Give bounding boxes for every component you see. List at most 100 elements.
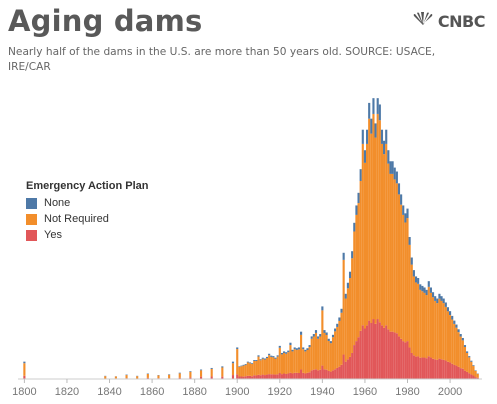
x-tick-label-1940: 1940 [310, 386, 334, 398]
bar-not-required-2012 [474, 370, 477, 378]
bar-none-1935 [310, 336, 313, 339]
bar-not-required-1888 [210, 368, 213, 377]
bar-none-2009 [468, 356, 471, 358]
bar-none-1950 [342, 252, 345, 260]
bar-yes-1927 [293, 372, 296, 379]
bar-not-required-1984 [414, 282, 418, 357]
bar-not-required-1989 [425, 295, 428, 359]
bar-yes-1920 [278, 373, 281, 379]
bar-yes-1912 [261, 374, 264, 379]
bar-yes-2013 [476, 377, 479, 379]
bar-yes-2009 [468, 373, 471, 379]
legend-swatch-yes [26, 229, 37, 241]
bar-none-1888 [210, 367, 213, 369]
bar-not-required-1919 [276, 356, 279, 375]
bar-none-1921 [280, 352, 283, 355]
bar-not-required-1883 [199, 370, 203, 377]
x-tick-label-1840: 1840 [97, 386, 121, 398]
bar-none-1904 [244, 364, 247, 365]
bar-not-required-1954 [351, 258, 354, 353]
bar-none-1994 [436, 298, 439, 304]
bar-yes-1933 [306, 372, 309, 379]
bar-yes-1928 [295, 372, 298, 379]
bar-not-required-2002 [453, 323, 456, 365]
bar-none-1903 [242, 364, 245, 366]
bar-not-required-1995 [438, 298, 441, 359]
bar-none-1936 [312, 334, 315, 337]
bar-none-1931 [302, 347, 305, 350]
x-tick-label-1900: 1900 [225, 386, 249, 398]
bar-not-required-1956 [355, 214, 358, 342]
bar-none-2010 [470, 360, 473, 362]
bar-yes-1925 [289, 372, 292, 379]
bar-none-1873 [178, 372, 181, 374]
bar-yes-1959 [361, 325, 364, 379]
bar-yes-1800 [23, 375, 26, 379]
bar-not-required-1893 [221, 367, 224, 377]
bar-yes-1958 [359, 330, 362, 379]
bar-none-1985 [417, 278, 420, 284]
bar-yes-1947 [336, 367, 339, 379]
bar-none-1928 [295, 348, 298, 350]
bar-not-required-1909 [255, 361, 258, 376]
bar-yes-1901 [238, 376, 241, 379]
bar-not-required-1998 [444, 306, 447, 361]
bar-not-required-1980 [406, 218, 409, 342]
bar-yes-1988 [423, 357, 426, 379]
bar-none-1902 [240, 365, 243, 367]
bar-not-required-2003 [455, 327, 458, 366]
bar-none-1959 [361, 129, 364, 144]
bar-not-required-1930 [300, 334, 303, 370]
bar-none-1971 [387, 150, 390, 164]
bar-not-required-1934 [308, 346, 311, 373]
bar-none-1944 [329, 341, 332, 344]
bar-not-required-1937 [314, 332, 318, 370]
bar-none-1976 [397, 183, 401, 195]
bar-not-required-1964 [372, 113, 375, 320]
bar-not-required-1949 [340, 312, 343, 365]
bar-none-1948 [338, 317, 341, 321]
bar-none-1964 [372, 98, 375, 114]
bar-not-required-1986 [419, 289, 422, 358]
x-tick-label-1800: 1800 [12, 386, 36, 398]
bar-not-required-1958 [359, 180, 362, 331]
bar-not-required-1873 [178, 373, 181, 378]
bar-none-1946 [334, 328, 337, 332]
bar-not-required-1926 [291, 351, 294, 374]
bar-not-required-2007 [463, 346, 467, 371]
x-tick-label-1820: 1820 [55, 386, 79, 398]
bar-none-1924 [287, 350, 290, 353]
bar-none-1989 [425, 289, 428, 296]
bar-none-1983 [412, 270, 415, 277]
bar-not-required-1942 [325, 334, 328, 370]
cnbc-logo: CNBC [412, 11, 486, 31]
peacock-icon [412, 11, 434, 31]
bar-not-required-1913 [263, 359, 266, 376]
bar-yes-1979 [404, 342, 407, 379]
bar-yes-1975 [395, 333, 398, 379]
bar-not-required-1915 [268, 355, 271, 375]
bar-none-2000 [449, 311, 452, 316]
bar-none-1958 [359, 169, 362, 181]
cnbc-logo-text: CNBC [437, 12, 486, 31]
bar-none-1942 [325, 332, 328, 335]
bar-not-required-1985 [417, 283, 420, 357]
bar-none-1961 [366, 129, 369, 144]
legend-label-yes: Yes [44, 229, 62, 241]
bar-not-required-1941 [323, 332, 326, 370]
bar-yes-1938 [317, 370, 320, 379]
bar-not-required-1990 [427, 286, 430, 357]
bar-none-1997 [442, 298, 445, 304]
bar-none-2004 [457, 329, 460, 333]
bar-yes-1964 [372, 319, 375, 379]
bar-yes-1918 [274, 374, 277, 379]
bar-yes-2001 [451, 363, 454, 379]
bar-yes-1960 [363, 328, 366, 379]
legend-swatch-not-required [26, 213, 37, 225]
bar-not-required-1976 [397, 194, 401, 337]
bar-not-required-1929 [297, 349, 301, 374]
bar-none-1984 [414, 276, 418, 283]
bar-yes-1939 [319, 369, 322, 379]
bar-none-1965 [374, 123, 377, 138]
page-title: Aging dams [8, 4, 203, 38]
